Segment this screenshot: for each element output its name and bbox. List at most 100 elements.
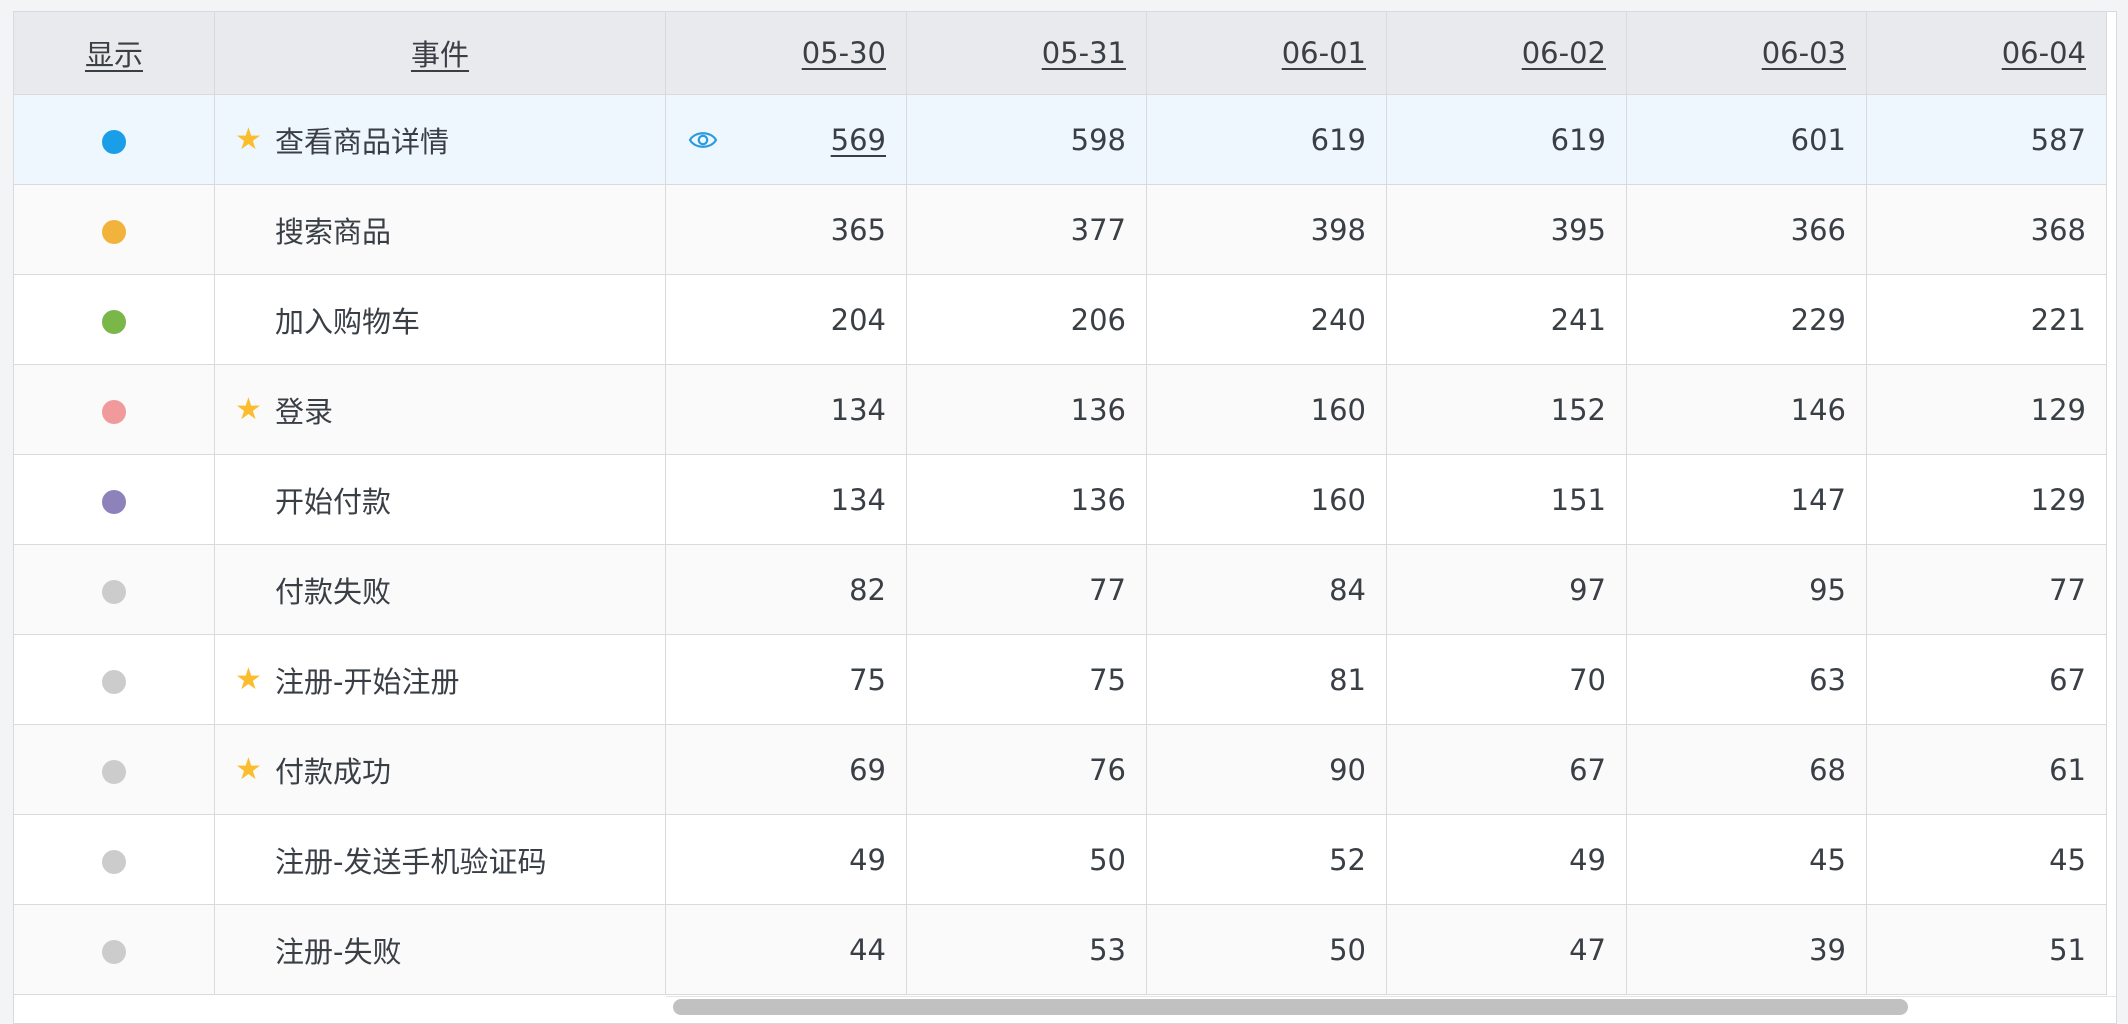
show-toggle-cell[interactable] [14,544,215,635]
show-toggle-cell[interactable] [14,184,215,275]
value-text: 95 [1809,572,1846,607]
horizontal-scrollbar-thumb[interactable] [673,999,1908,1015]
star-icon[interactable]: ★ [235,662,262,697]
header-date[interactable]: 06-04 [1866,12,2107,95]
header-date[interactable]: 05-30 [665,12,907,95]
show-toggle-cell[interactable] [14,454,215,545]
value-cell: 151 [1386,454,1627,545]
value-cell: 50 [1146,904,1387,995]
value-cell: 50 [906,814,1147,905]
event-name-cell: ★ 查看商品详情 [214,94,666,185]
header-date[interactable]: 05-31 [906,12,1147,95]
value-cell: 45 [1866,814,2107,905]
show-toggle-cell[interactable] [14,814,215,905]
value-cell: 70 [1386,634,1627,725]
series-color-dot-icon[interactable] [102,129,126,154]
series-color-dot-icon[interactable] [102,399,126,424]
value-cell: 569 [665,94,907,185]
series-color-dot-icon[interactable] [102,579,126,604]
header-event-label: 事件 [410,38,469,72]
event-name-cell: ★搜索商品 [214,184,666,275]
value-text: 129 [2030,482,2086,517]
value-cell: 619 [1146,94,1387,185]
value-cell: 45 [1626,814,1867,905]
header-date[interactable]: 06-01 [1146,12,1387,95]
value-cell: 95 [1626,544,1867,635]
value-cell: 76 [906,724,1147,815]
event-table: 显示 事件 05-30 05-31 06-01 06-02 06-03 06-0… [14,12,2107,995]
value-cell: 49 [1386,814,1627,905]
header-event[interactable]: 事件 [214,12,666,95]
table-row[interactable]: ★注册-失败 44 53 50 47 39 51 [14,904,2107,995]
star-icon[interactable]: ★ [235,122,262,157]
value-text: 51 [2049,932,2086,967]
value-cell: 129 [1866,364,2107,455]
value-text: 67 [1569,752,1606,787]
show-toggle-cell[interactable] [14,904,215,995]
value-cell: 398 [1146,184,1387,275]
table-row[interactable]: ★ 登录 134 136 160 152 146 129 [14,364,2107,455]
table-row[interactable]: ★注册-发送手机验证码 49 50 52 49 45 45 [14,814,2107,905]
table-row[interactable]: ★ 付款成功 69 76 90 67 68 61 [14,724,2107,815]
header-show[interactable]: 显示 [14,12,215,95]
value-cell: 366 [1626,184,1867,275]
show-toggle-cell[interactable] [14,274,215,365]
value-cell: 221 [1866,274,2107,365]
series-color-dot-icon[interactable] [102,939,126,964]
value-cell: 67 [1866,634,2107,725]
event-name-label: 注册-开始注册 [275,664,460,699]
table-row[interactable]: ★ 查看商品详情 569 598 619 619 601 587 [14,94,2107,185]
value-text: 49 [849,842,886,877]
table-row[interactable]: ★付款失败 82 77 84 97 95 77 [14,544,2107,635]
series-color-dot-icon[interactable] [102,759,126,784]
show-toggle-cell[interactable] [14,724,215,815]
event-name-label: 登录 [275,394,334,429]
header-date-label: 06-02 [1521,36,1606,70]
value-text: 81 [1329,662,1366,697]
value-cell: 152 [1386,364,1627,455]
value-text: 395 [1550,212,1606,247]
series-color-dot-icon[interactable] [102,489,126,514]
table-row[interactable]: ★加入购物车 204 206 240 241 229 221 [14,274,2107,365]
eye-icon[interactable] [688,126,718,154]
series-color-dot-icon[interactable] [102,219,126,244]
star-icon[interactable]: ★ [235,392,262,427]
star-icon[interactable]: ★ [235,752,262,787]
value-text: 45 [2049,842,2086,877]
table-footer-spacer [14,996,666,1023]
value-cell: 134 [665,454,907,545]
table-row[interactable]: ★ 注册-开始注册 75 75 81 70 63 67 [14,634,2107,725]
value-text: 47 [1569,932,1606,967]
header-date[interactable]: 06-02 [1386,12,1627,95]
series-color-dot-icon[interactable] [102,849,126,874]
value-cell: 63 [1626,634,1867,725]
series-color-dot-icon[interactable] [102,669,126,694]
event-name-cell: ★注册-失败 [214,904,666,995]
value-link[interactable]: 569 [830,122,886,157]
value-text: 587 [2030,122,2086,157]
value-cell: 39 [1626,904,1867,995]
value-cell: 68 [1626,724,1867,815]
value-cell: 134 [665,364,907,455]
show-toggle-cell[interactable] [14,94,215,185]
table-row[interactable]: ★开始付款 134 136 160 151 147 129 [14,454,2107,545]
value-text: 50 [1089,842,1126,877]
table-row[interactable]: ★搜索商品 365 377 398 395 366 368 [14,184,2107,275]
show-toggle-cell[interactable] [14,364,215,455]
value-text: 67 [2049,662,2086,697]
value-cell: 49 [665,814,907,905]
value-text: 77 [2049,572,2086,607]
value-text: 240 [1310,302,1366,337]
value-text: 147 [1790,482,1846,517]
value-cell: 377 [906,184,1147,275]
header-date[interactable]: 06-03 [1626,12,1867,95]
show-toggle-cell[interactable] [14,634,215,725]
value-text: 84 [1329,572,1366,607]
value-cell: 82 [665,544,907,635]
series-color-dot-icon[interactable] [102,309,126,334]
value-text: 52 [1329,842,1366,877]
value-text: 82 [849,572,886,607]
event-name-label: 付款失败 [275,574,392,609]
value-cell: 160 [1146,364,1387,455]
event-table-container: 显示 事件 05-30 05-31 06-01 06-02 06-03 06-0… [13,11,2117,1024]
